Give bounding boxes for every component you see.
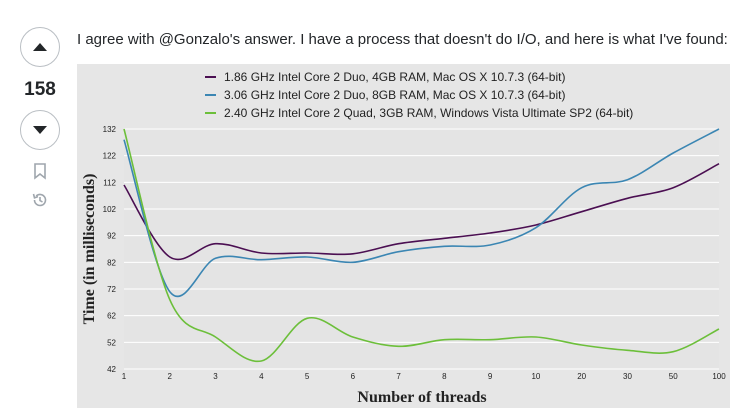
x-tick-label: 50 (669, 372, 678, 381)
legend-label-1: 1.86 GHz Intel Core 2 Duo, 4GB RAM, Mac … (224, 70, 565, 84)
bookmark-icon[interactable] (31, 162, 49, 180)
series-line-2 (123, 128, 720, 298)
history-icon[interactable] (31, 191, 49, 209)
x-tick-label: 6 (351, 372, 356, 381)
series-line-3 (123, 128, 720, 363)
y-tick-label: 92 (107, 232, 116, 241)
vote-column: 158 (0, 0, 76, 420)
x-axis-title: Number of threads (357, 389, 486, 406)
triangle-up-icon (33, 43, 47, 51)
y-tick-label: 72 (107, 285, 116, 294)
legend-label-2: 3.06 GHz Intel Core 2 Duo, 8GB RAM, Mac … (224, 88, 565, 102)
x-tick-label: 30 (623, 372, 632, 381)
y-tick-label: 112 (103, 178, 116, 187)
downvote-button[interactable] (20, 110, 60, 150)
y-axis-title: Time (in milliseconds) (81, 174, 98, 325)
vote-score: 158 (24, 79, 56, 100)
x-tick-label: 7 (396, 372, 401, 381)
x-tick-label: 1 (122, 372, 127, 381)
x-tick-label: 5 (305, 372, 310, 381)
y-tick-label: 102 (103, 205, 117, 214)
x-tick-label: 8 (442, 372, 447, 381)
answer-text: I agree with @Gonzalo's answer. I have a… (77, 31, 728, 48)
y-tick-label: 122 (103, 152, 117, 161)
y-tick-label: 42 (107, 365, 116, 374)
thread-timing-chart: 132 122 112 102 92 82 72 62 52 42 1 2 3 4 5 6 7 8 9 10 20 30 5… (77, 64, 730, 408)
x-tick-label: 10 (531, 372, 540, 381)
x-tick-label: 100 (712, 372, 726, 381)
y-tick-label: 52 (107, 338, 116, 347)
x-tick-label: 9 (488, 372, 493, 381)
chart-svg: 132 122 112 102 92 82 72 62 52 42 1 2 3 4 5 6 7 8 9 10 20 30 5… (81, 70, 726, 406)
legend-label-3: 2.40 GHz Intel Core 2 Quad, 3GB RAM, Win… (224, 106, 633, 120)
y-tick-label: 82 (107, 258, 116, 267)
x-tick-label: 3 (213, 372, 218, 381)
triangle-down-icon (33, 126, 47, 134)
y-tick-label: 62 (107, 312, 116, 321)
y-tick-label: 132 (103, 125, 117, 134)
x-tick-label: 2 (168, 372, 173, 381)
x-tick-label: 20 (577, 372, 586, 381)
x-tick-label: 4 (259, 372, 264, 381)
series-line-1 (123, 162, 720, 261)
upvote-button[interactable] (20, 27, 60, 67)
